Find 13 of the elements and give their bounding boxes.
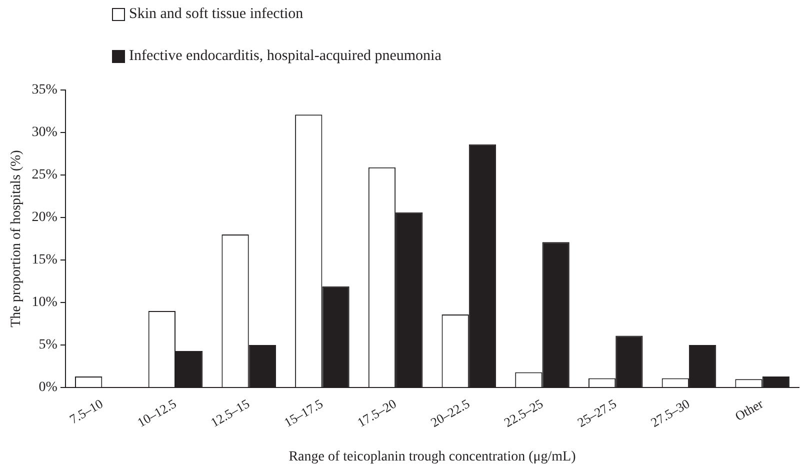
y-tick-label: 10% — [32, 295, 58, 310]
y-axis-title: The proportion of hospitals (%) — [9, 150, 24, 328]
x-axis-title: Range of teicoplanin trough concentration (μg/mL) — [288, 449, 576, 464]
legend-label: Skin and soft tissue infection — [129, 6, 304, 22]
y-tick-label: 25% — [32, 168, 58, 183]
x-tick-label: Other — [732, 396, 766, 424]
y-tick-label: 35% — [32, 82, 58, 98]
legend-label: Infective endocarditis, hospital-acquired pneumonia — [129, 48, 442, 64]
y-tick-label: 15% — [32, 252, 58, 268]
y-tick-label: 20% — [32, 210, 58, 226]
y-tick-label: 5% — [38, 338, 58, 353]
y-tick-label: 30% — [32, 125, 58, 140]
y-tick-label: 0% — [38, 380, 58, 396]
